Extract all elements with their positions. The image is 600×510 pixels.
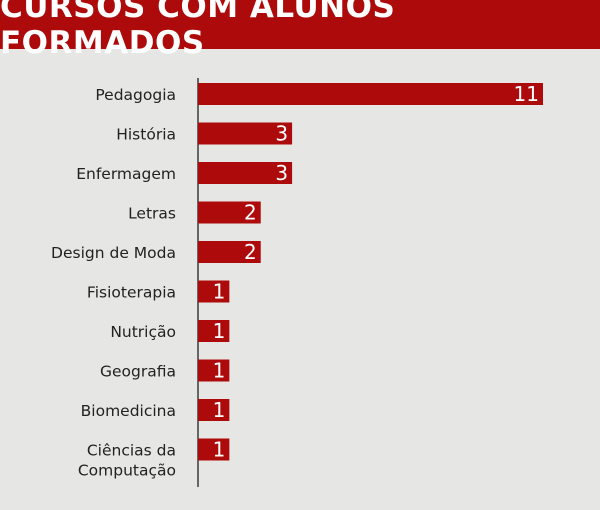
bar xyxy=(198,320,230,342)
data-label: 1 xyxy=(213,359,226,383)
category-label: Computação xyxy=(78,462,176,480)
bar xyxy=(198,359,230,382)
bar xyxy=(198,438,230,461)
category-label: Pedagogia xyxy=(95,86,176,104)
data-label: 2 xyxy=(244,240,257,264)
data-label: 1 xyxy=(213,438,226,462)
data-label: 2 xyxy=(244,201,257,225)
category-label: Geografia xyxy=(100,363,176,381)
bar xyxy=(198,162,293,184)
category-label: Letras xyxy=(128,205,176,223)
data-label: 3 xyxy=(275,122,288,146)
category-label: Ciências da xyxy=(87,442,176,460)
bar xyxy=(198,122,293,145)
title-banner: CURSOS COM ALUNOS FORMADOS xyxy=(0,0,600,61)
bar xyxy=(198,399,230,421)
category-label: História xyxy=(116,126,176,144)
bar xyxy=(198,280,230,303)
data-label: 3 xyxy=(275,161,288,185)
data-label: 11 xyxy=(514,82,539,106)
category-label: Design de Moda xyxy=(51,244,176,262)
data-label: 1 xyxy=(213,398,226,422)
data-label: 1 xyxy=(213,280,226,304)
bar xyxy=(198,241,261,263)
bar xyxy=(198,83,543,105)
category-label: Enfermagem xyxy=(76,165,176,183)
chart-title: CURSOS COM ALUNOS FORMADOS xyxy=(0,0,396,61)
category-label: Fisioterapia xyxy=(87,284,176,302)
data-label: 1 xyxy=(213,319,226,343)
category-label: Biomedicina xyxy=(81,402,176,420)
category-label: Nutrição xyxy=(110,323,176,341)
bar xyxy=(198,201,261,224)
